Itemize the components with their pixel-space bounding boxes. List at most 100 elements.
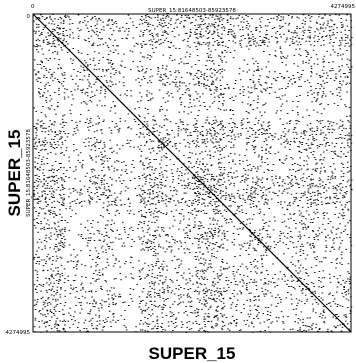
alignment-dot: [325, 137, 328, 139]
alignment-dot: [210, 89, 212, 91]
alignment-dot: [50, 212, 52, 213]
alignment-dot: [290, 193, 293, 195]
alignment-dot: [262, 194, 264, 196]
alignment-dot: [343, 147, 346, 149]
alignment-dot: [188, 94, 190, 96]
alignment-dot: [325, 134, 327, 136]
alignment-dot: [198, 100, 200, 102]
alignment-dot: [223, 169, 226, 171]
alignment-dot: [229, 98, 231, 99]
alignment-dot: [158, 289, 161, 291]
alignment-dot: [238, 154, 241, 156]
alignment-dot: [342, 197, 344, 199]
alignment-dot: [252, 201, 255, 202]
alignment-dot: [346, 50, 348, 51]
alignment-dot: [106, 81, 108, 83]
alignment-dot: [149, 80, 151, 82]
alignment-dot: [226, 218, 228, 220]
alignment-dot: [47, 209, 50, 211]
alignment-dot: [221, 61, 224, 63]
alignment-dot: [221, 232, 224, 234]
alignment-dot: [246, 159, 248, 161]
alignment-dot: [180, 167, 183, 168]
alignment-dot: [239, 43, 241, 44]
alignment-dot: [305, 143, 308, 144]
alignment-dot: [79, 152, 82, 154]
alignment-dot: [143, 121, 146, 123]
alignment-dot: [55, 175, 58, 177]
alignment-dot: [35, 123, 38, 125]
alignment-dot: [240, 124, 243, 126]
alignment-dot: [84, 102, 87, 104]
alignment-dot: [70, 287, 72, 289]
alignment-dot: [99, 320, 101, 322]
alignment-dot: [192, 131, 195, 132]
alignment-dot: [323, 66, 325, 68]
alignment-dot: [336, 184, 338, 186]
alignment-dot: [213, 96, 216, 98]
alignment-dot: [196, 238, 198, 239]
alignment-dot: [60, 138, 62, 140]
alignment-dot: [46, 321, 49, 323]
alignment-dot: [286, 138, 288, 140]
alignment-dot: [75, 166, 77, 168]
alignment-dot: [242, 91, 245, 93]
alignment-dot: [270, 146, 272, 148]
alignment-dot: [132, 160, 134, 162]
alignment-dot: [90, 309, 92, 311]
alignment-dot: [175, 122, 177, 124]
alignment-dot: [213, 256, 215, 257]
alignment-dot: [62, 28, 64, 29]
alignment-dot: [56, 324, 58, 326]
alignment-dot: [344, 39, 347, 41]
alignment-dot: [324, 171, 326, 173]
alignment-dot: [162, 266, 165, 268]
alignment-dot: [40, 290, 42, 292]
alignment-dot: [288, 187, 290, 189]
alignment-dot: [58, 130, 61, 132]
alignment-dot: [216, 206, 218, 207]
alignment-dot: [158, 234, 161, 236]
alignment-dot: [233, 50, 236, 52]
alignment-dot: [130, 171, 133, 173]
alignment-dot: [55, 280, 58, 281]
alignment-dot: [238, 211, 241, 213]
alignment-dot: [280, 105, 283, 107]
alignment-dot: [51, 20, 54, 22]
alignment-dot: [184, 20, 187, 22]
alignment-dot: [264, 199, 267, 201]
alignment-dot: [247, 86, 249, 88]
alignment-dot: [243, 168, 245, 170]
alignment-dot: [200, 176, 202, 178]
alignment-dot: [44, 137, 46, 139]
alignment-dot: [223, 195, 225, 197]
alignment-dot: [194, 174, 196, 176]
alignment-dot: [175, 70, 177, 72]
alignment-dot: [340, 151, 343, 153]
alignment-dot: [206, 247, 208, 249]
alignment-dot: [223, 287, 225, 289]
alignment-dot: [217, 235, 220, 237]
alignment-dot: [250, 37, 252, 39]
alignment-dot: [333, 163, 335, 165]
alignment-dot: [215, 175, 218, 177]
alignment-dot: [122, 302, 124, 303]
alignment-dot: [187, 185, 189, 187]
alignment-dot: [216, 121, 218, 123]
alignment-dot: [39, 93, 41, 95]
alignment-dot: [183, 187, 186, 189]
alignment-dot: [88, 122, 90, 124]
alignment-dot: [35, 135, 38, 137]
alignment-dot: [223, 314, 226, 316]
alignment-dot: [171, 315, 174, 317]
alignment-dot: [175, 325, 178, 327]
alignment-dot: [166, 287, 169, 289]
alignment-dot: [60, 197, 62, 199]
alignment-dot: [38, 263, 40, 265]
alignment-dot: [108, 298, 110, 300]
alignment-dot: [264, 88, 267, 90]
alignment-dot: [326, 24, 329, 26]
alignment-dot: [53, 200, 56, 202]
alignment-dot: [162, 329, 164, 330]
alignment-dot: [153, 288, 156, 290]
